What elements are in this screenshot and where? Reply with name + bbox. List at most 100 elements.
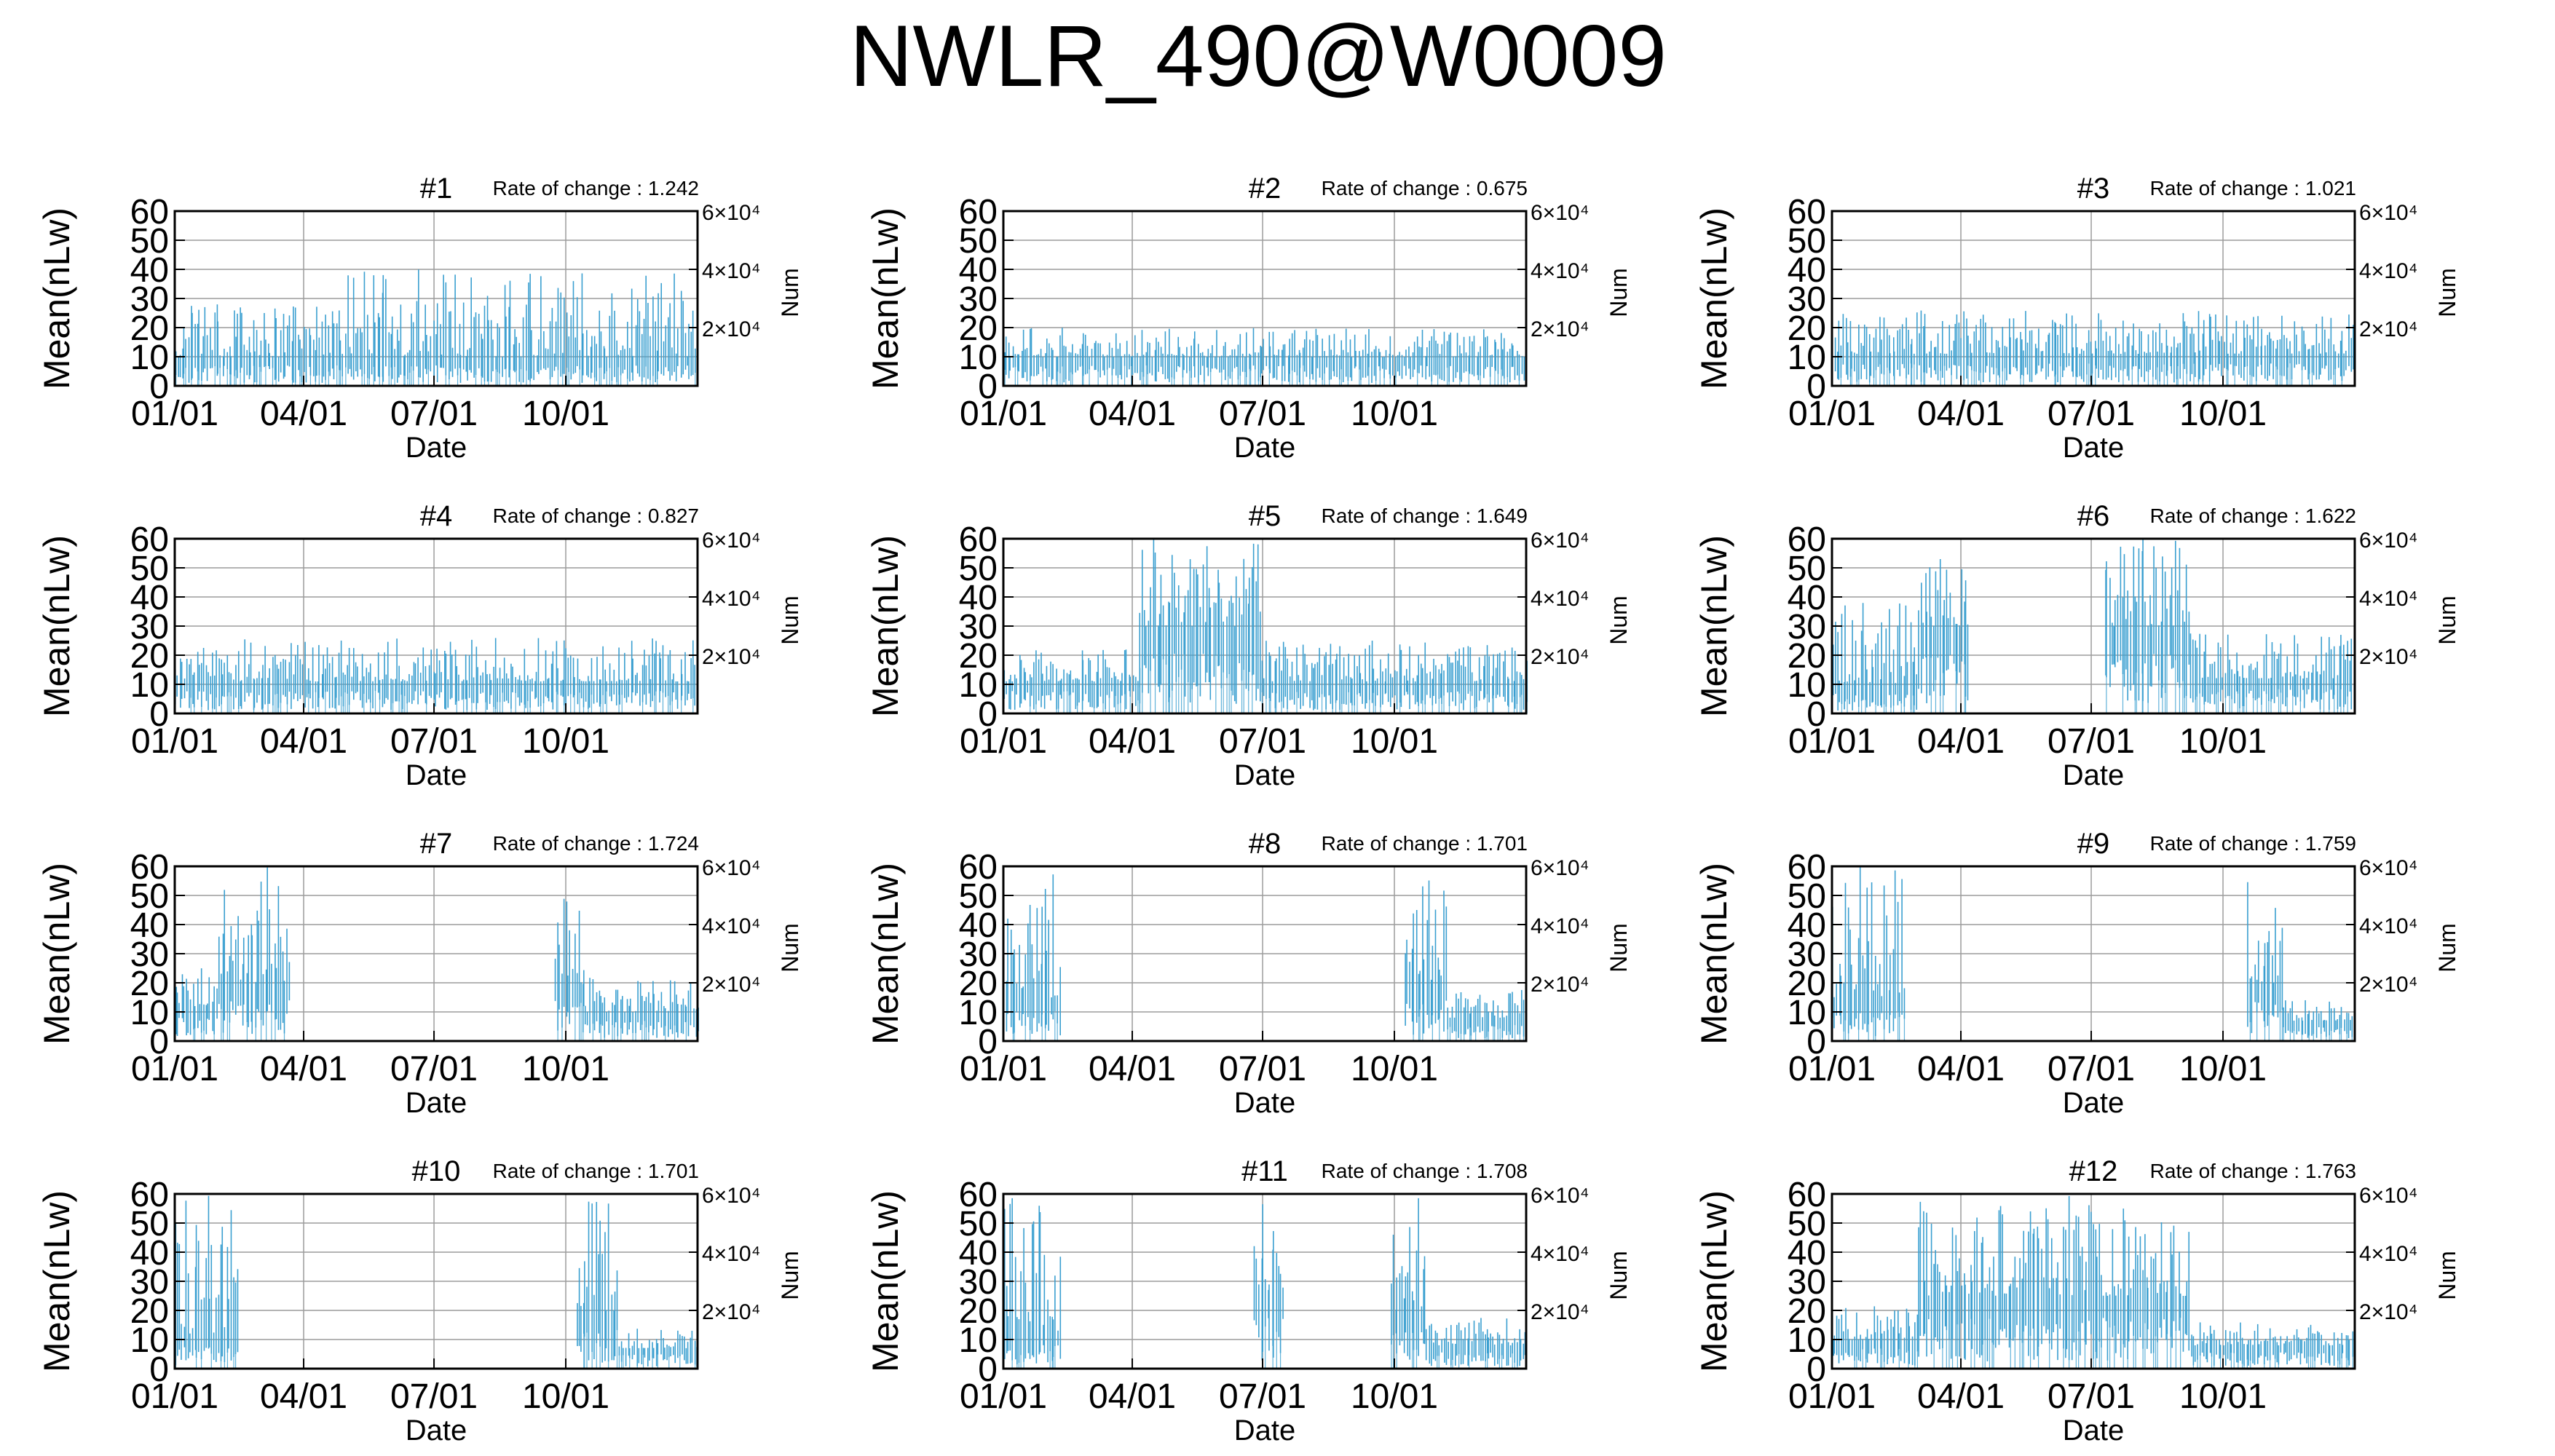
rate-of-change-label: Rate of change : 1.701 — [1322, 832, 1528, 855]
y-tick-label: 40 — [130, 579, 169, 617]
x-tick-label: 10/01 — [1351, 722, 1438, 761]
y-tick-label: 50 — [1788, 1205, 1826, 1243]
panel-title: #10 — [412, 1155, 461, 1187]
data-bars — [1831, 310, 2355, 386]
y-tick-label: 0 — [978, 1350, 998, 1389]
y2-tick-label: 4×10⁴ — [1531, 259, 1589, 283]
y-tick-label: 40 — [1788, 1234, 1826, 1273]
y2-tick-label: 6×10⁴ — [2359, 856, 2417, 880]
y-tick-label: 40 — [959, 251, 998, 290]
x-tick-label: 04/01 — [1917, 1377, 2005, 1416]
y2-tick-label: 2×10⁴ — [1531, 317, 1589, 341]
x-tick-label: 04/01 — [1089, 1050, 1176, 1088]
x-tick-label: 04/01 — [1089, 395, 1176, 433]
panel-title: #6 — [2077, 500, 2110, 532]
x-tick-label: 07/01 — [390, 395, 478, 433]
y-tick-label: 0 — [149, 368, 169, 406]
y-tick-label: 0 — [978, 695, 998, 734]
y2-tick-label: 6×10⁴ — [2359, 529, 2417, 553]
x-tick-label: 07/01 — [390, 722, 478, 761]
y-axis-label: Mean(nLw) — [36, 863, 77, 1045]
y-tick-label: 60 — [130, 521, 169, 559]
y-tick-label: 30 — [1788, 1263, 1826, 1302]
x-tick-label: 04/01 — [1917, 722, 2005, 761]
x-tick-label: 07/01 — [2047, 1050, 2135, 1088]
x-tick-label: 07/01 — [1219, 722, 1306, 761]
x-axis-label: Date — [2063, 1415, 2125, 1447]
rate-of-change-label: Rate of change : 0.827 — [493, 505, 699, 527]
y2-tick-label: 2×10⁴ — [2359, 317, 2417, 341]
rate-of-change-label: Rate of change : 0.675 — [1322, 177, 1528, 199]
y2-tick-label: 2×10⁴ — [2359, 645, 2417, 669]
x-tick-label: 07/01 — [1219, 1050, 1306, 1088]
x-tick-label: 07/01 — [2047, 1377, 2135, 1416]
x-tick-label: 04/01 — [1917, 395, 2005, 433]
x-tick-label: 04/01 — [260, 1377, 347, 1416]
y2-axis-label: Num — [777, 596, 803, 645]
data-bars — [1003, 874, 1527, 1041]
y2-tick-label: 4×10⁴ — [1531, 1242, 1589, 1266]
y2-tick-label: 4×10⁴ — [702, 1242, 760, 1266]
x-tick-label: 10/01 — [522, 722, 609, 761]
y-tick-label: 30 — [130, 1263, 169, 1302]
x-axis-label: Date — [406, 759, 467, 791]
y-tick-label: 30 — [1788, 935, 1826, 974]
y2-tick-label: 2×10⁴ — [702, 973, 760, 997]
y-tick-label: 30 — [130, 608, 169, 646]
y2-axis-label: Num — [1606, 268, 1632, 317]
rate-of-change-label: Rate of change : 1.701 — [493, 1160, 699, 1182]
x-axis-label: Date — [406, 1415, 467, 1447]
x-axis-label: Date — [1234, 1087, 1296, 1119]
data-bars — [1832, 539, 2355, 713]
panel-title: #1 — [420, 173, 453, 205]
y-tick-label: 30 — [959, 608, 998, 646]
y-tick-label: 50 — [130, 877, 169, 916]
y2-tick-label: 4×10⁴ — [2359, 914, 2417, 938]
y-tick-label: 50 — [1788, 877, 1826, 916]
y-tick-label: 30 — [1788, 280, 1826, 319]
y-tick-label: 0 — [1806, 1350, 1826, 1389]
y2-axis-label: Num — [2434, 268, 2460, 317]
y-tick-label: 10 — [959, 666, 998, 705]
rate-of-change-label: Rate of change : 1.021 — [2150, 177, 2356, 199]
y-tick-label: 20 — [1788, 309, 1826, 348]
y-tick-label: 40 — [959, 906, 998, 945]
x-axis-label: Date — [2063, 759, 2125, 791]
x-tick-label: 04/01 — [1089, 722, 1176, 761]
y-tick-label: 60 — [1788, 848, 1826, 887]
x-axis-label: Date — [406, 432, 467, 464]
x-tick-label: 10/01 — [2179, 1377, 2267, 1416]
y-tick-label: 60 — [959, 521, 998, 559]
y-tick-label: 50 — [130, 550, 169, 588]
rate-of-change-label: Rate of change : 1.649 — [1322, 505, 1528, 527]
y-axis-label: Mean(nLw) — [865, 535, 906, 717]
y-tick-label: 0 — [978, 368, 998, 406]
y-axis-label: Mean(nLw) — [1694, 535, 1734, 717]
y-axis-label: Mean(nLw) — [36, 535, 77, 717]
panel-title: #8 — [1249, 828, 1282, 860]
x-tick-label: 04/01 — [260, 395, 347, 433]
y-tick-label: 10 — [1788, 339, 1826, 377]
y-tick-label: 10 — [959, 339, 998, 377]
y2-tick-label: 4×10⁴ — [702, 914, 760, 938]
y-tick-label: 40 — [959, 1234, 998, 1273]
y2-tick-label: 6×10⁴ — [1531, 1184, 1589, 1208]
y2-axis-label: Num — [2434, 923, 2460, 973]
y-tick-label: 60 — [130, 1176, 169, 1214]
x-axis-label: Date — [406, 1087, 467, 1119]
panel-title: #2 — [1249, 173, 1282, 205]
x-axis-label: Date — [2063, 1087, 2125, 1119]
x-tick-label: 10/01 — [2179, 395, 2267, 433]
y-axis-label: Mean(nLw) — [1694, 207, 1734, 389]
x-tick-label: 01/01 — [960, 1050, 1047, 1088]
y2-axis-label: Num — [777, 923, 803, 973]
y2-tick-label: 6×10⁴ — [1531, 201, 1589, 225]
data-bars — [1004, 1198, 1526, 1369]
y-axis-label: Mean(nLw) — [36, 207, 77, 389]
y-tick-label: 40 — [130, 906, 169, 945]
